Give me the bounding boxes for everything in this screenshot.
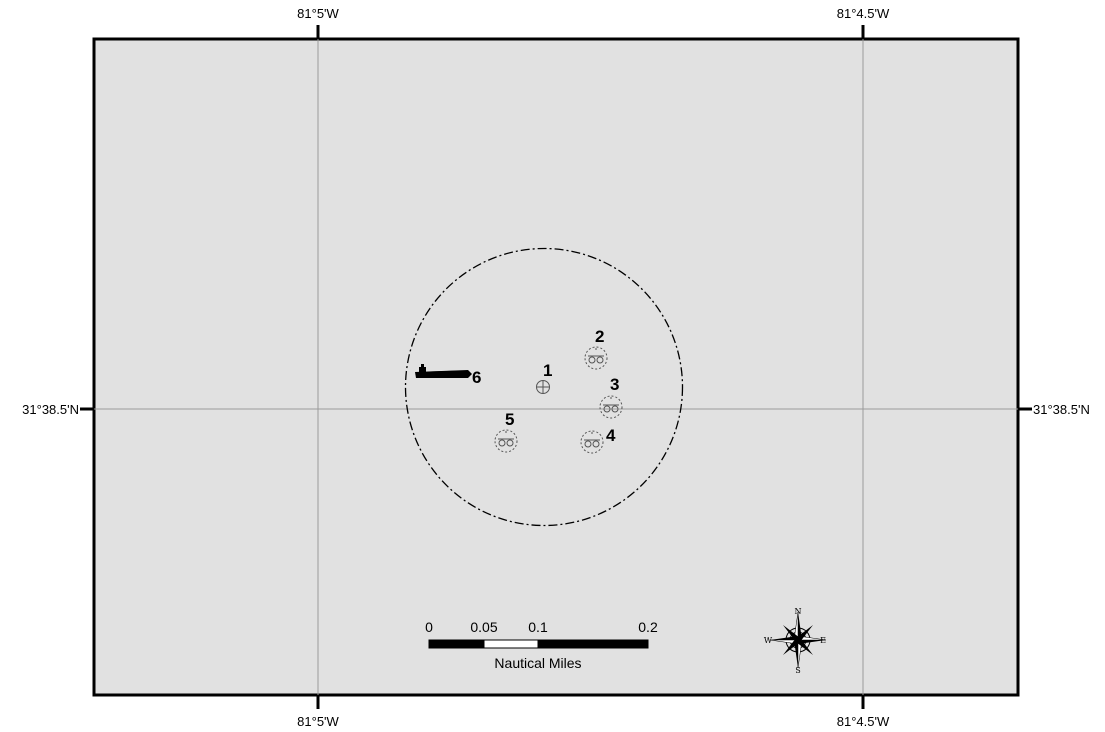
survey-area-circle xyxy=(404,247,684,527)
scale-tick-0: 0 xyxy=(425,619,433,635)
lat-label-right: 31°38.5'N xyxy=(1033,402,1090,417)
feature-label-5: 5 xyxy=(505,410,514,429)
ship-icon xyxy=(415,364,472,378)
scale-bar-segment-3 xyxy=(537,639,649,649)
scale-bar: 0 0.05 0.1 0.2 Nautical Miles xyxy=(425,619,658,671)
wreck-symbol-icon xyxy=(599,395,623,419)
compass-label-n: N xyxy=(795,607,802,616)
feature-label-6: 6 xyxy=(472,368,481,387)
feature-label-1: 1 xyxy=(543,361,552,380)
lon-label-bottom-left: 81°5'W xyxy=(297,714,339,729)
feature-label-4: 4 xyxy=(606,426,616,445)
feature-label-3: 3 xyxy=(610,375,619,394)
map-frame xyxy=(92,37,1020,697)
compass-label-e: E xyxy=(820,636,826,645)
scale-unit-label: Nautical Miles xyxy=(494,655,581,671)
target-crosshair-icon xyxy=(536,380,550,394)
feature-label-2: 2 xyxy=(595,327,604,346)
graticule xyxy=(94,39,1018,695)
compass-label-s: S xyxy=(795,666,800,675)
lon-label-top-left: 81°5'W xyxy=(297,6,339,21)
scale-tick-0-1: 0.1 xyxy=(528,619,548,635)
wreck-symbol-icon xyxy=(494,429,518,453)
wreck-symbol-icon xyxy=(584,346,608,370)
lon-label-top-right: 81°4.5'W xyxy=(837,6,890,21)
scale-bar-segment-1 xyxy=(428,639,485,649)
compass-label-w: W xyxy=(764,636,773,645)
lon-label-bottom-right: 81°4.5'W xyxy=(837,714,890,729)
compass-rose-icon xyxy=(769,611,827,669)
scale-tick-0-05: 0.05 xyxy=(470,619,497,635)
scale-tick-0-2: 0.2 xyxy=(638,619,658,635)
wreck-symbol-icon xyxy=(580,430,604,454)
graticule-ticks xyxy=(80,25,1032,709)
lat-label-left: 31°38.5'N xyxy=(22,402,79,417)
scale-bar-segment-2 xyxy=(483,639,539,649)
